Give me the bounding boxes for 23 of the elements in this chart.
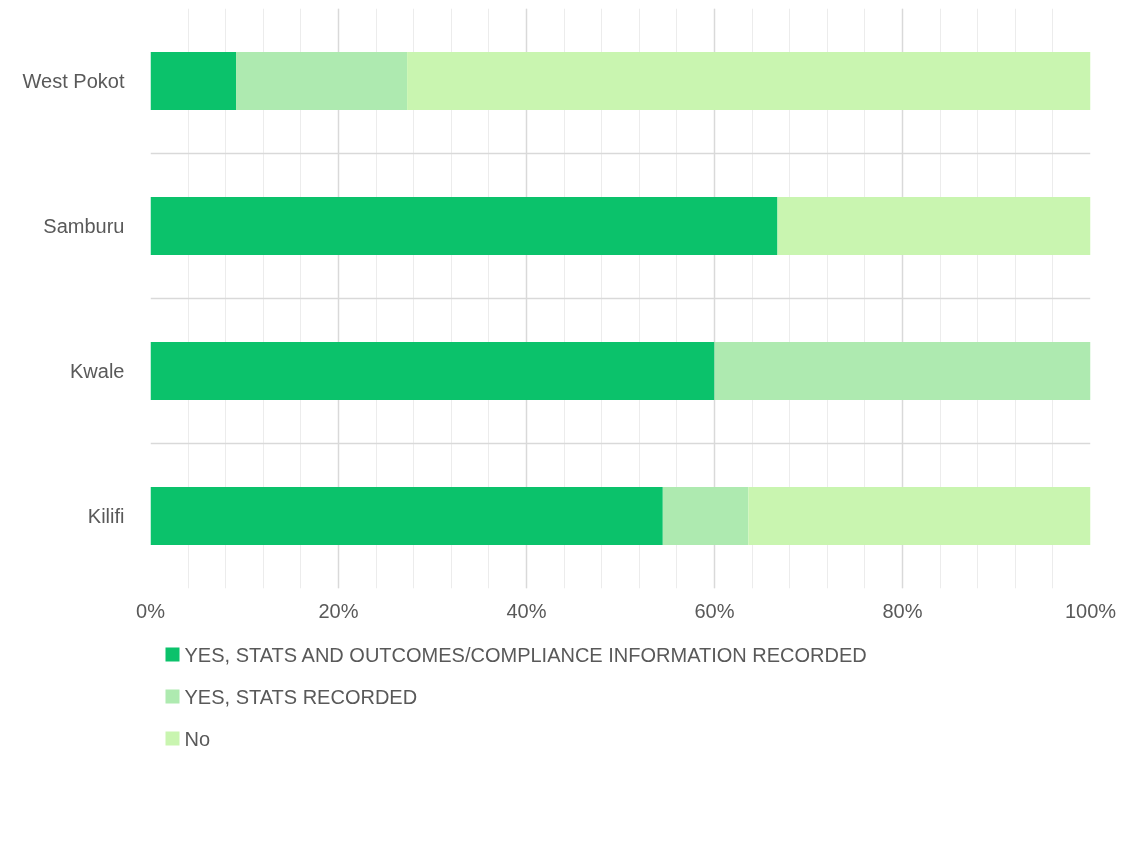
x-tick-label: 60% xyxy=(694,599,735,622)
bar xyxy=(748,487,1091,545)
y-tick-label: Samburu xyxy=(43,215,125,237)
x-tick-label: 20% xyxy=(318,599,359,622)
bar xyxy=(150,342,715,400)
legend-label: YES, STATS AND OUTCOMES/COMPLIANCE INFORMATION RECORDED xyxy=(184,643,867,666)
bar xyxy=(150,487,663,545)
bar xyxy=(150,52,237,110)
x-tick-label: 100% xyxy=(1064,599,1117,622)
x-tick-label: 80% xyxy=(882,599,923,622)
bar xyxy=(662,487,749,545)
bar xyxy=(236,52,408,110)
bar xyxy=(714,342,1091,400)
y-tick-label: Kilifi xyxy=(87,505,125,527)
y-tick-label: Kwale xyxy=(70,360,125,382)
legend-label: No xyxy=(184,727,211,750)
x-tick-label: 40% xyxy=(506,599,547,622)
bar xyxy=(150,197,778,255)
y-tick-label: West Pokot xyxy=(22,70,125,92)
bar xyxy=(777,197,1091,255)
legend-label: YES, STATS RECORDED xyxy=(184,685,418,708)
x-tick-label: 0% xyxy=(136,599,166,622)
bar xyxy=(407,52,1091,110)
